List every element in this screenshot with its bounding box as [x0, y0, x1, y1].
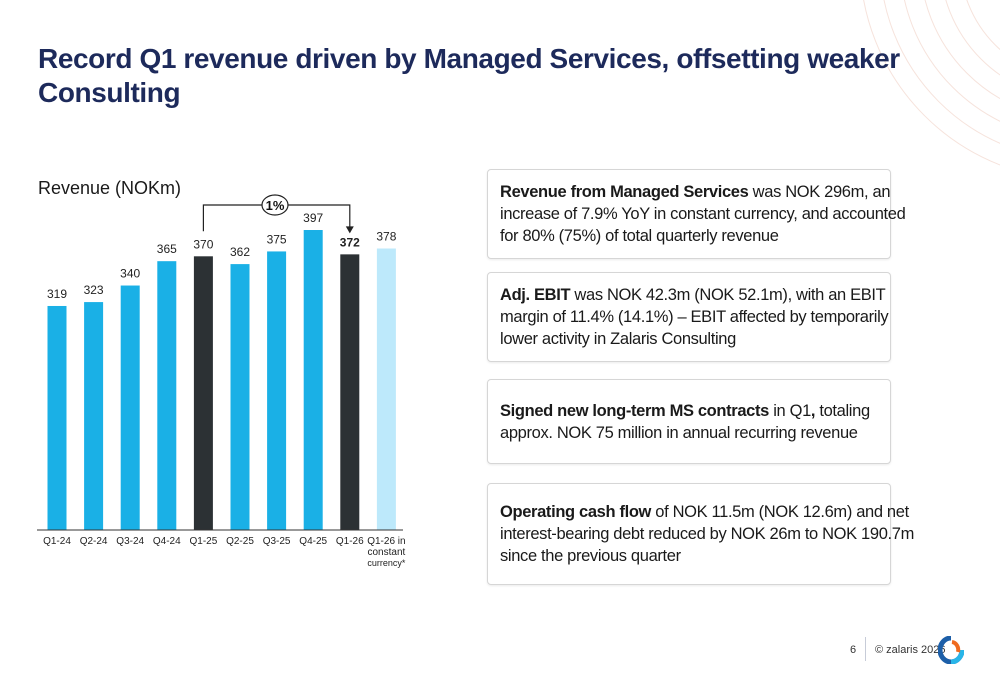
- info-box-cash-flow: Operating cash flow of NOK 11.5m (NOK 12…: [487, 483, 914, 585]
- bar: [303, 230, 323, 530]
- tick-label: Q4-24: [153, 536, 181, 547]
- tick-label: Q2-25: [226, 536, 254, 547]
- text: margin of 11.4% (14.1%) – EBIT affected …: [500, 308, 889, 326]
- page-number: 6: [850, 644, 857, 656]
- text: approx. NOK 75 million in annual recurri…: [500, 423, 858, 442]
- text: was NOK 296m, an: [748, 183, 891, 201]
- tick-label: Q2-24: [80, 536, 108, 547]
- box-line: margin of 11.4% (14.1%) – EBIT affected …: [500, 306, 889, 328]
- text: of NOK 11.5m (NOK 12.6m) and net: [651, 503, 909, 521]
- footer-divider: [865, 637, 866, 661]
- info-box-adj-ebit: Adj. EBIT was NOK 42.3m (NOK 52.1m), wit…: [487, 272, 891, 362]
- tick-label: Q1-26: [336, 536, 364, 547]
- bar: [376, 248, 396, 530]
- bar: [47, 305, 67, 530]
- data-label: 362: [230, 245, 250, 259]
- data-label: 323: [84, 283, 104, 297]
- box-line: increase of 7.9% YoY in constant currenc…: [500, 203, 906, 225]
- data-label: 370: [193, 237, 213, 251]
- growth-label: 1%: [266, 198, 285, 213]
- text: totaling: [815, 401, 870, 420]
- growth-badge: [261, 194, 289, 216]
- box-line: for 80% (75%) of total quarterly revenue: [500, 225, 878, 247]
- data-label: 365: [157, 242, 177, 256]
- tick-label: Q1-26 in constant currency*: [367, 536, 406, 568]
- box-line: interest-bearing debt reduced by NOK 26m…: [500, 523, 914, 545]
- bar: [340, 254, 360, 530]
- data-label: 372: [340, 235, 360, 249]
- tick-label: Q3-25: [263, 536, 291, 547]
- bar: [230, 264, 250, 530]
- text: in Q1: [768, 401, 811, 420]
- text: lower activity in Zalaris Consulting: [500, 330, 736, 348]
- zalaris-logo-icon: [938, 636, 964, 664]
- footer: 6 © zalaris 2026: [0, 636, 1000, 664]
- data-label: 397: [303, 211, 323, 225]
- arrow-head-icon: [345, 226, 354, 234]
- bar: [157, 261, 177, 530]
- bar: [267, 251, 287, 530]
- text: was NOK 42.3m (NOK 52.1m), with an EBIT: [570, 286, 886, 304]
- bold-text: Signed new long-term MS contracts: [500, 401, 769, 420]
- bar: [84, 302, 104, 530]
- page-title: Record Q1 revenue driven by Managed Serv…: [38, 43, 900, 108]
- tick-label: Q1-25: [190, 536, 218, 547]
- tick-label: Q1-24: [43, 536, 71, 547]
- box-line: approx. NOK 75 million in annual recurri…: [500, 422, 878, 444]
- data-label: 378: [376, 230, 396, 244]
- copyright: © zalaris 2026: [875, 644, 946, 656]
- bold-text: ,: [810, 401, 816, 420]
- bold-text: Revenue from Managed Services: [500, 183, 749, 201]
- chart-title: Revenue (NOKm): [38, 178, 181, 198]
- box-line: lower activity in Zalaris Consulting: [500, 328, 878, 350]
- revenue-chart: Revenue (NOKm) 319 Q1-24 323 Q2-24 340 Q3-24 36…: [37, 178, 406, 568]
- info-box-managed-services: Revenue from Managed Services was NOK 29…: [487, 169, 906, 259]
- data-label: 375: [267, 232, 287, 246]
- text: interest-bearing debt reduced by NOK 26m…: [500, 525, 914, 543]
- bold-text: Adj. EBIT: [500, 286, 571, 304]
- info-box-contracts: Signed new long-term MS contracts in Q1,…: [487, 379, 891, 464]
- box-line: since the previous quarter: [500, 545, 878, 567]
- tick-label: Q3-24: [116, 536, 144, 547]
- bold-text: Operating cash flow: [500, 503, 652, 521]
- box-line: Signed new long-term MS contracts in Q1,…: [500, 400, 878, 422]
- bar: [193, 256, 213, 530]
- text: increase of 7.9% YoY in constant currenc…: [500, 205, 906, 223]
- box-line: Operating cash flow of NOK 11.5m (NOK 12…: [500, 501, 909, 523]
- tick-label: Q4-25: [299, 536, 327, 547]
- data-label: 319: [47, 287, 67, 301]
- data-label: 340: [120, 267, 140, 281]
- bar: [120, 285, 140, 530]
- box-line: Revenue from Managed Services was NOK 29…: [500, 181, 891, 203]
- box-line: Adj. EBIT was NOK 42.3m (NOK 52.1m), wit…: [500, 284, 886, 306]
- text: for 80% (75%) of total quarterly revenue: [500, 227, 779, 245]
- text: since the previous quarter: [500, 547, 681, 565]
